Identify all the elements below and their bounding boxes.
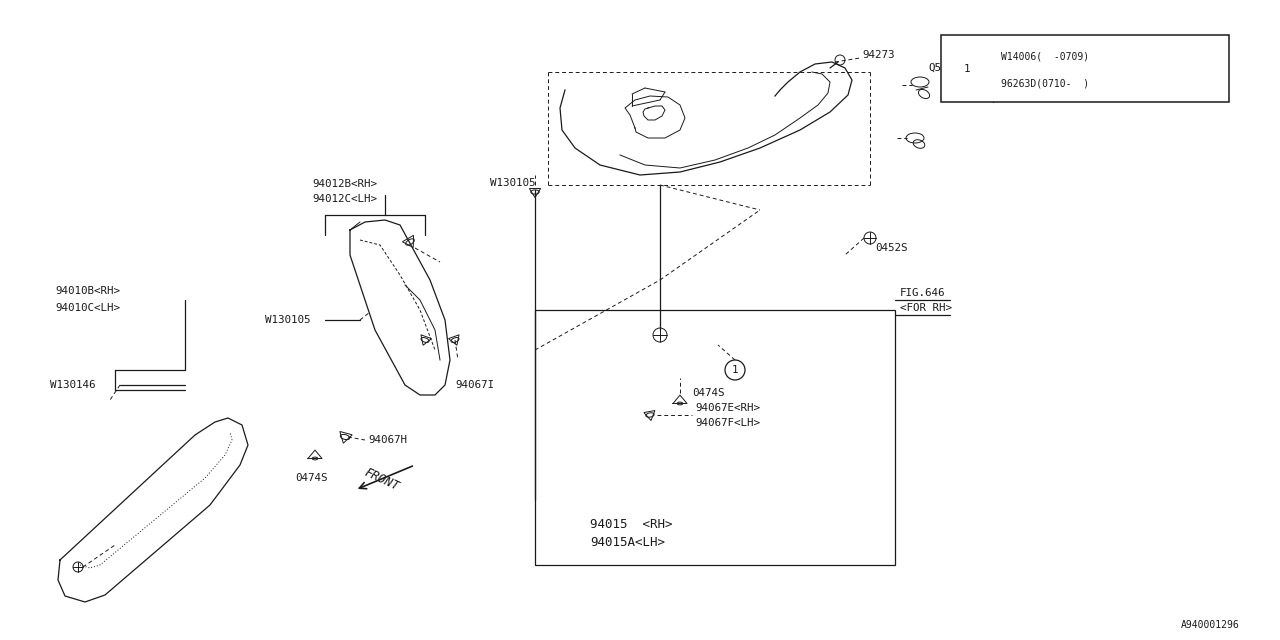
Text: W14006(  -0709): W14006( -0709) [1001,52,1089,61]
Text: 94015  <RH>: 94015 <RH> [590,518,672,531]
Text: FRONT: FRONT [362,466,401,493]
Bar [941,35,1229,102]
Text: 94015A<LH>: 94015A<LH> [590,536,666,548]
Text: <FOR RH>: <FOR RH> [900,303,952,313]
Text: 1: 1 [732,365,739,375]
Text: FIG.646: FIG.646 [900,288,946,298]
Text: 94067E<RH>: 94067E<RH> [695,403,760,413]
Text: 94012B<RH>: 94012B<RH> [312,179,378,189]
Text: 94067H: 94067H [369,435,407,445]
Text: A940001296: A940001296 [1181,620,1240,630]
Text: 1: 1 [964,64,970,74]
Text: W130105: W130105 [490,178,535,188]
Text: 94010B<RH>: 94010B<RH> [55,286,120,296]
Text: 94067I: 94067I [454,380,494,390]
Text: 0474S: 0474S [692,388,724,398]
Text: 94012C<LH>: 94012C<LH> [312,194,378,204]
Text: W130105: W130105 [265,315,311,325]
Text: 94273: 94273 [861,50,895,60]
Text: 96263D(0710-  ): 96263D(0710- ) [1001,79,1089,88]
Text: 0474S: 0474S [294,473,328,483]
Text: Q500025: Q500025 [928,63,974,73]
Bar [535,310,895,565]
Text: 94067F<LH>: 94067F<LH> [695,418,760,428]
Text: W130146: W130146 [50,380,96,390]
Text: 0452S: 0452S [876,243,908,253]
Text: 94010C<LH>: 94010C<LH> [55,303,120,313]
